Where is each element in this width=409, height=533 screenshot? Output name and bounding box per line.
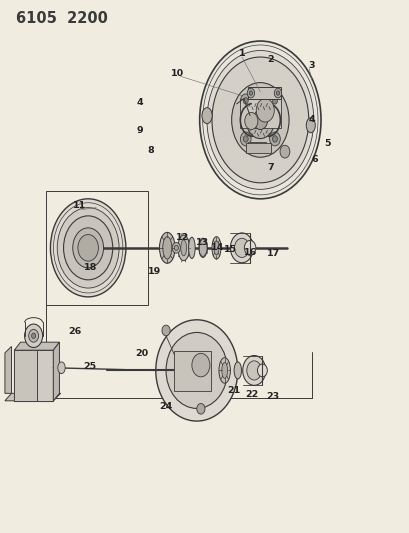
Ellipse shape	[187, 359, 205, 382]
Bar	[37, 350, 53, 401]
Ellipse shape	[58, 362, 65, 374]
Ellipse shape	[188, 237, 195, 259]
Circle shape	[274, 88, 281, 98]
Circle shape	[196, 403, 204, 414]
Text: 20: 20	[135, 349, 148, 358]
Circle shape	[252, 110, 267, 130]
Ellipse shape	[180, 240, 186, 256]
Circle shape	[272, 136, 277, 142]
Bar	[245, 142, 270, 154]
Polygon shape	[14, 342, 59, 350]
Ellipse shape	[159, 232, 175, 263]
Polygon shape	[53, 342, 59, 401]
Circle shape	[244, 112, 257, 130]
Text: 22: 22	[245, 390, 258, 399]
Circle shape	[247, 88, 254, 98]
Ellipse shape	[155, 320, 237, 421]
Text: 5: 5	[324, 140, 330, 148]
Text: 4: 4	[308, 116, 314, 124]
Bar	[174, 351, 211, 391]
Text: 16: 16	[243, 248, 256, 257]
Text: 11: 11	[73, 201, 86, 210]
Circle shape	[240, 94, 250, 108]
Text: 14: 14	[210, 243, 223, 252]
Circle shape	[174, 245, 178, 251]
Ellipse shape	[306, 118, 315, 133]
Text: 17: 17	[266, 249, 279, 258]
Circle shape	[231, 83, 288, 157]
Text: 3: 3	[308, 61, 314, 69]
Text: 4: 4	[136, 98, 142, 107]
Circle shape	[242, 356, 265, 385]
Circle shape	[243, 136, 247, 142]
Bar	[247, 142, 266, 151]
Circle shape	[199, 41, 320, 199]
Circle shape	[244, 240, 255, 255]
Circle shape	[276, 91, 279, 95]
Bar	[46, 191, 148, 305]
Circle shape	[245, 101, 274, 139]
Circle shape	[240, 132, 250, 146]
Ellipse shape	[218, 358, 230, 383]
Text: 24: 24	[159, 402, 172, 410]
Circle shape	[249, 91, 252, 95]
Circle shape	[211, 57, 308, 183]
Text: 23: 23	[266, 392, 279, 401]
Ellipse shape	[166, 333, 227, 408]
Circle shape	[272, 98, 277, 104]
Text: 19: 19	[148, 268, 161, 276]
Circle shape	[191, 353, 209, 377]
Ellipse shape	[211, 237, 220, 259]
Text: 26: 26	[68, 327, 81, 336]
Text: 25: 25	[83, 362, 96, 371]
Circle shape	[31, 333, 36, 338]
Bar	[247, 87, 281, 99]
Text: 18: 18	[84, 263, 97, 272]
Text: 7: 7	[267, 163, 273, 172]
Ellipse shape	[221, 362, 227, 378]
Circle shape	[256, 99, 274, 122]
Text: 8: 8	[147, 146, 154, 155]
Circle shape	[25, 324, 43, 348]
Bar	[239, 99, 280, 128]
Ellipse shape	[213, 241, 218, 255]
Text: 10: 10	[170, 69, 183, 78]
Text: 12: 12	[175, 233, 189, 241]
Text: 15: 15	[224, 246, 237, 254]
Text: 1: 1	[238, 49, 245, 58]
Text: 6: 6	[311, 156, 317, 164]
Bar	[14, 350, 53, 401]
Circle shape	[269, 94, 280, 108]
Circle shape	[243, 98, 247, 104]
Text: 2: 2	[267, 55, 273, 64]
Circle shape	[78, 235, 98, 261]
Bar	[14, 350, 37, 401]
Circle shape	[246, 361, 261, 380]
Circle shape	[57, 208, 119, 288]
Circle shape	[29, 329, 38, 342]
Ellipse shape	[182, 353, 211, 388]
Circle shape	[230, 233, 253, 263]
Ellipse shape	[202, 108, 212, 124]
Text: 6105  2200: 6105 2200	[16, 11, 108, 26]
Circle shape	[162, 325, 170, 336]
Polygon shape	[5, 393, 61, 401]
Ellipse shape	[198, 238, 207, 257]
Circle shape	[63, 216, 112, 280]
Circle shape	[257, 364, 267, 377]
Circle shape	[279, 145, 289, 158]
Text: 21: 21	[227, 386, 240, 394]
Circle shape	[269, 132, 280, 146]
Circle shape	[50, 199, 126, 297]
Circle shape	[73, 228, 103, 268]
Ellipse shape	[178, 235, 189, 261]
Text: 13: 13	[196, 238, 209, 247]
Ellipse shape	[234, 362, 241, 379]
Polygon shape	[5, 346, 11, 393]
Text: 9: 9	[137, 126, 143, 135]
Circle shape	[207, 51, 313, 189]
Ellipse shape	[162, 237, 171, 259]
Circle shape	[172, 243, 180, 253]
Circle shape	[234, 238, 249, 257]
